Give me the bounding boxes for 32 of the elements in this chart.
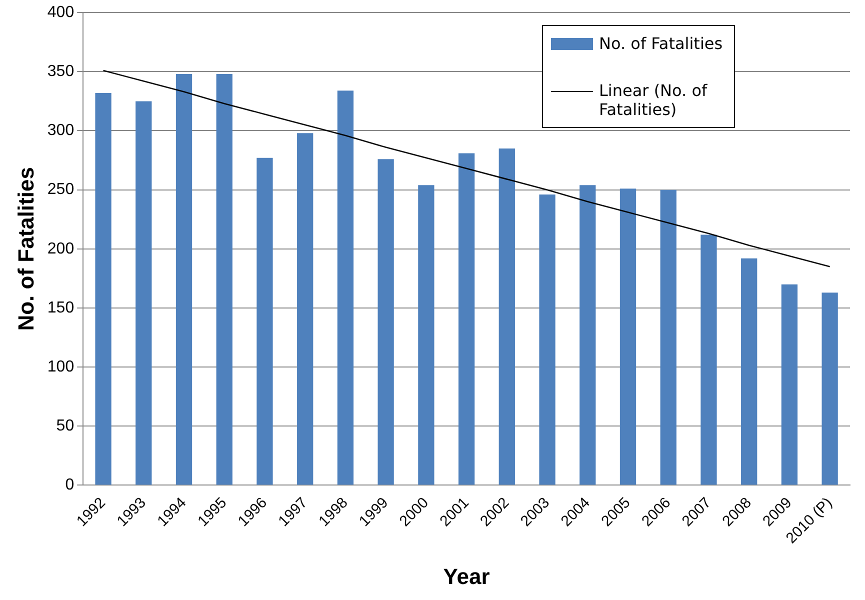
bar [297,133,314,485]
y-tick-label: 150 [47,299,74,316]
x-axis-title: Year [443,564,490,589]
bar [660,190,676,485]
bar [700,234,717,485]
bar [216,74,232,485]
y-tick-label: 350 [47,63,74,80]
bar [95,92,112,485]
bar [539,194,556,485]
legend-label: Linear (No. of Fatalities) [599,80,708,119]
bar [176,74,192,485]
bar [741,258,758,485]
bar [337,90,354,485]
bar [418,185,434,485]
y-tick-label: 200 [47,240,74,258]
bar [781,284,798,485]
y-tick-label: 0 [65,476,74,494]
y-tick-label: 250 [47,181,74,198]
y-axis-title: No. of Fatalities [13,166,38,331]
y-tick-label: 300 [47,122,74,140]
bar [580,185,596,485]
bar [256,158,273,485]
bar [458,153,475,485]
bar [136,101,152,485]
bar [378,159,394,485]
legend-label: No. of Fatalities [599,34,723,53]
bar [620,188,636,485]
y-tick-label: 50 [56,418,74,435]
y-tick-label: 400 [47,4,74,22]
bar [498,148,515,485]
bar [822,292,838,485]
y-tick-label: 100 [47,358,74,376]
